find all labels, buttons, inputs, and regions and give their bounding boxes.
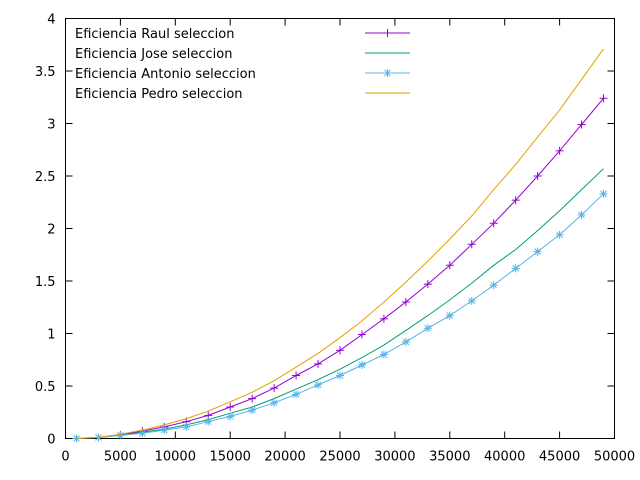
data-point-plus-marker xyxy=(292,371,301,380)
legend-label: Eficiencia Pedro seleccion xyxy=(75,87,243,102)
x-tick-label: 15000 xyxy=(210,450,251,465)
data-point-star-marker xyxy=(445,311,454,320)
data-point-star-marker xyxy=(467,296,476,305)
data-point-star-marker xyxy=(357,361,366,369)
series-1 xyxy=(76,168,604,439)
data-point-plus-marker xyxy=(577,120,586,129)
data-point-star-marker xyxy=(226,412,235,421)
legend-item: Eficiencia Pedro seleccion xyxy=(75,87,410,102)
data-point-star-marker xyxy=(314,380,323,389)
x-tick-label: 45000 xyxy=(539,450,580,465)
data-point-plus-marker xyxy=(511,196,520,205)
data-point-star-marker xyxy=(292,390,301,399)
data-point-star-marker xyxy=(204,417,213,426)
legend-item: Eficiencia Jose seleccion xyxy=(75,47,410,62)
series-0 xyxy=(72,94,608,443)
y-tick-label: 2.5 xyxy=(35,170,56,185)
series-line xyxy=(76,168,604,439)
data-point-star-marker xyxy=(533,247,542,256)
data-point-star-marker xyxy=(182,422,191,431)
data-point-plus-marker xyxy=(423,280,432,289)
y-tick-label: 0 xyxy=(47,433,55,448)
data-point-plus-marker xyxy=(226,403,235,411)
legend-item: Eficiencia Antonio seleccion xyxy=(75,67,410,82)
x-tick-label: 50000 xyxy=(594,450,635,465)
data-point-star-marker xyxy=(577,210,586,219)
series-line xyxy=(76,193,604,439)
data-point-star-marker xyxy=(383,69,392,77)
data-point-star-marker xyxy=(270,398,279,407)
data-point-plus-marker xyxy=(383,29,392,37)
data-point-star-marker xyxy=(423,324,432,333)
data-point-star-marker xyxy=(599,189,608,198)
y-tick-label: 1.5 xyxy=(35,275,56,290)
y-tick-label: 2 xyxy=(47,223,55,238)
x-tick-label: 30000 xyxy=(374,450,415,465)
data-point-star-marker xyxy=(160,426,169,435)
series-line xyxy=(76,48,604,439)
y-tick-label: 4 xyxy=(47,13,55,28)
data-point-plus-marker xyxy=(336,346,344,355)
y-tick-label: 3.5 xyxy=(35,65,56,80)
legend-label: Eficiencia Antonio seleccion xyxy=(75,67,256,82)
data-point-plus-marker xyxy=(533,172,542,180)
data-point-star-marker xyxy=(379,350,388,359)
data-point-plus-marker xyxy=(248,394,257,403)
data-point-plus-marker xyxy=(270,384,279,393)
series-2 xyxy=(72,189,608,443)
data-point-plus-marker xyxy=(599,94,608,103)
y-tick-label: 3 xyxy=(47,118,55,133)
x-tick-label: 40000 xyxy=(484,450,525,465)
series-line xyxy=(76,97,604,439)
data-point-plus-marker xyxy=(379,314,388,323)
x-tick-label: 20000 xyxy=(264,450,305,465)
x-tick-label: 10000 xyxy=(155,450,196,465)
axis-tick-labels: 0 0.5 1 1.5 2 2.5 3 3.5 4 0 5000 10000 15000 20000 250… xyxy=(35,13,635,465)
data-point-star-marker xyxy=(489,281,498,290)
data-point-star-marker xyxy=(336,371,344,380)
data-point-plus-marker xyxy=(401,298,410,306)
data-point-plus-marker xyxy=(445,261,454,270)
x-tick-label: 35000 xyxy=(429,450,470,465)
data-point-plus-marker xyxy=(489,219,498,228)
data-point-star-marker xyxy=(248,406,257,415)
y-tick-label: 1 xyxy=(47,328,55,343)
x-tick-label: 25000 xyxy=(319,450,360,465)
data-point-plus-marker xyxy=(314,359,323,368)
legend-label: Eficiencia Jose seleccion xyxy=(75,47,232,62)
data-point-star-marker xyxy=(511,264,520,273)
x-tick-label: 5000 xyxy=(104,450,137,465)
data-point-star-marker xyxy=(116,431,125,440)
series-3 xyxy=(76,48,604,439)
data-point-star-marker xyxy=(401,337,410,346)
legend-label: Eficiencia Raul seleccion xyxy=(75,27,234,42)
data-point-star-marker xyxy=(555,230,564,239)
x-tick-label: 0 xyxy=(61,450,69,465)
legend: Eficiencia Raul seleccion Eficiencia Jose… xyxy=(75,27,410,102)
axis-ticks xyxy=(65,18,615,439)
legend-item: Eficiencia Raul seleccion xyxy=(75,27,410,42)
data-point-plus-marker xyxy=(555,146,564,155)
series-group xyxy=(72,48,608,443)
data-point-plus-marker xyxy=(467,240,476,249)
y-tick-label: 0.5 xyxy=(35,380,56,395)
data-point-plus-marker xyxy=(357,330,366,339)
